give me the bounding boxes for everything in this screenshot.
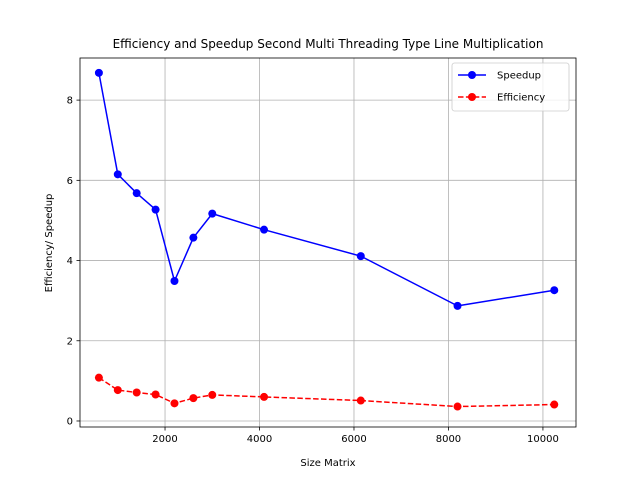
data-point xyxy=(94,68,103,77)
data-point xyxy=(189,394,198,403)
y-tick-label: 2 xyxy=(67,336,73,347)
data-point xyxy=(113,170,122,179)
y-axis-label: Efficiency/ Speedup xyxy=(44,194,55,293)
data-point xyxy=(208,209,217,218)
data-point xyxy=(132,388,141,397)
data-point xyxy=(151,390,160,399)
data-point xyxy=(453,402,462,411)
data-point xyxy=(356,396,365,405)
x-tick-label: 8000 xyxy=(436,434,461,445)
legend: Speedup Efficiency xyxy=(451,62,570,112)
data-point xyxy=(356,252,365,261)
data-point xyxy=(170,399,179,408)
plot-frame xyxy=(79,57,577,428)
legend-item-speedup: Speedup xyxy=(458,71,541,82)
data-point xyxy=(94,373,103,382)
data-point xyxy=(453,301,462,310)
y-tick-label: 4 xyxy=(67,256,73,267)
legend-label: Speedup xyxy=(497,71,541,82)
data-point xyxy=(132,189,141,198)
data-point xyxy=(151,205,160,214)
data-point xyxy=(550,400,559,409)
data-point xyxy=(170,277,179,286)
data-point xyxy=(189,233,198,242)
legend-marker xyxy=(468,93,476,101)
data-point xyxy=(550,286,559,295)
chart-title: Efficiency and Speedup Second Multi Thre… xyxy=(113,37,544,51)
legend-marker xyxy=(468,71,476,79)
series-speedup xyxy=(94,68,559,310)
series-line xyxy=(98,377,555,408)
legend-label: Efficiency xyxy=(497,93,545,104)
ticks: 2000 4000 6000 8000 10000 0 2 4 6 8 xyxy=(67,96,559,445)
data-point xyxy=(208,390,217,399)
data-point xyxy=(260,225,269,234)
legend-item-efficiency: Efficiency xyxy=(458,93,545,104)
data-point xyxy=(113,386,122,395)
x-tick-label: 6000 xyxy=(341,434,366,445)
series-layer xyxy=(94,68,559,411)
x-tick-label: 4000 xyxy=(247,434,272,445)
series-efficiency xyxy=(94,373,559,411)
y-tick-label: 0 xyxy=(67,416,73,427)
x-tick-label: 10000 xyxy=(527,434,559,445)
x-tick-label: 2000 xyxy=(152,434,177,445)
x-axis-label: Size Matrix xyxy=(300,458,355,469)
y-tick-label: 6 xyxy=(67,176,73,187)
data-point xyxy=(260,392,269,401)
y-tick-label: 8 xyxy=(67,96,73,107)
